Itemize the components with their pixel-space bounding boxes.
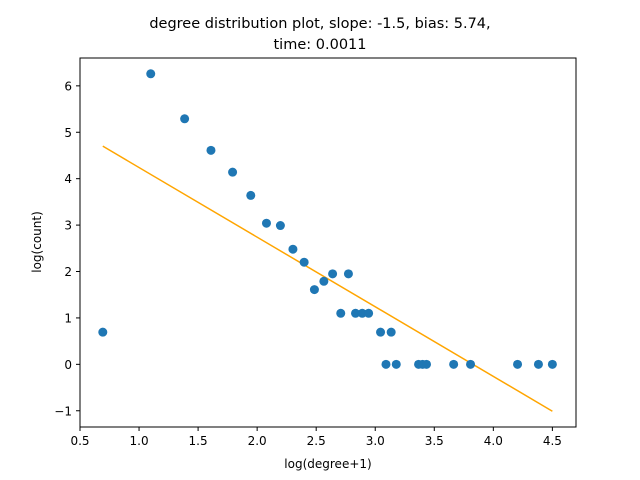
data-point bbox=[421, 359, 431, 369]
data-point bbox=[449, 359, 459, 369]
data-point bbox=[533, 359, 543, 369]
data-point bbox=[246, 190, 256, 200]
x-axis-ticks: 0.5 1.0 1.5 2.0 2.5 3.0 3.5 4.0 4.5 bbox=[70, 427, 562, 448]
data-point bbox=[288, 244, 298, 254]
data-point bbox=[261, 218, 271, 228]
x-tick-label: 1.5 bbox=[189, 434, 208, 448]
data-point bbox=[376, 327, 386, 337]
data-point bbox=[336, 308, 346, 318]
y-tick-label: 5 bbox=[64, 126, 72, 140]
data-point bbox=[386, 327, 396, 337]
chart-title-line-2: time: 0.0011 bbox=[274, 37, 367, 53]
data-point bbox=[381, 359, 391, 369]
data-point bbox=[466, 359, 476, 369]
data-point bbox=[309, 285, 319, 295]
x-tick-label: 3.0 bbox=[366, 434, 385, 448]
data-point bbox=[98, 327, 108, 337]
data-point bbox=[319, 276, 329, 286]
x-tick-label: 2.5 bbox=[307, 434, 326, 448]
data-point bbox=[343, 269, 353, 279]
data-point bbox=[328, 269, 338, 279]
data-point bbox=[299, 257, 309, 267]
data-point bbox=[547, 359, 557, 369]
x-tick-label: 1.0 bbox=[130, 434, 149, 448]
data-point bbox=[146, 69, 156, 79]
x-tick-label: 2.0 bbox=[248, 434, 267, 448]
y-tick-label: 0 bbox=[64, 358, 72, 372]
data-point bbox=[391, 359, 401, 369]
y-axis-label: log(count) bbox=[30, 211, 44, 273]
y-tick-label: −1 bbox=[54, 404, 72, 418]
y-tick-label: 6 bbox=[64, 79, 72, 93]
x-tick-label: 3.5 bbox=[425, 434, 444, 448]
data-point bbox=[275, 221, 285, 231]
x-tick-label: 4.5 bbox=[543, 434, 562, 448]
plot-frame bbox=[79, 57, 577, 428]
y-tick-label: 1 bbox=[64, 311, 72, 325]
y-tick-label: 3 bbox=[64, 219, 72, 233]
data-point bbox=[180, 114, 190, 124]
data-point bbox=[357, 308, 367, 318]
fit-line-layer bbox=[102, 145, 553, 412]
x-axis-label: log(degree+1) bbox=[284, 457, 371, 471]
data-point bbox=[513, 359, 523, 369]
scatter-points-layer bbox=[98, 69, 557, 369]
x-tick-label: 4.0 bbox=[484, 434, 503, 448]
chart-title-line-1: degree distribution plot, slope: -1.5, b… bbox=[149, 16, 490, 32]
y-tick-label: 4 bbox=[64, 172, 72, 186]
data-point bbox=[228, 167, 238, 177]
y-axis-ticks: −1 0 1 2 3 4 5 6 bbox=[54, 79, 80, 418]
data-point bbox=[351, 308, 361, 318]
x-tick-label: 0.5 bbox=[70, 434, 89, 448]
data-point bbox=[364, 308, 374, 318]
fit-line bbox=[102, 145, 553, 412]
y-tick-label: 2 bbox=[64, 265, 72, 279]
data-point bbox=[206, 145, 216, 155]
